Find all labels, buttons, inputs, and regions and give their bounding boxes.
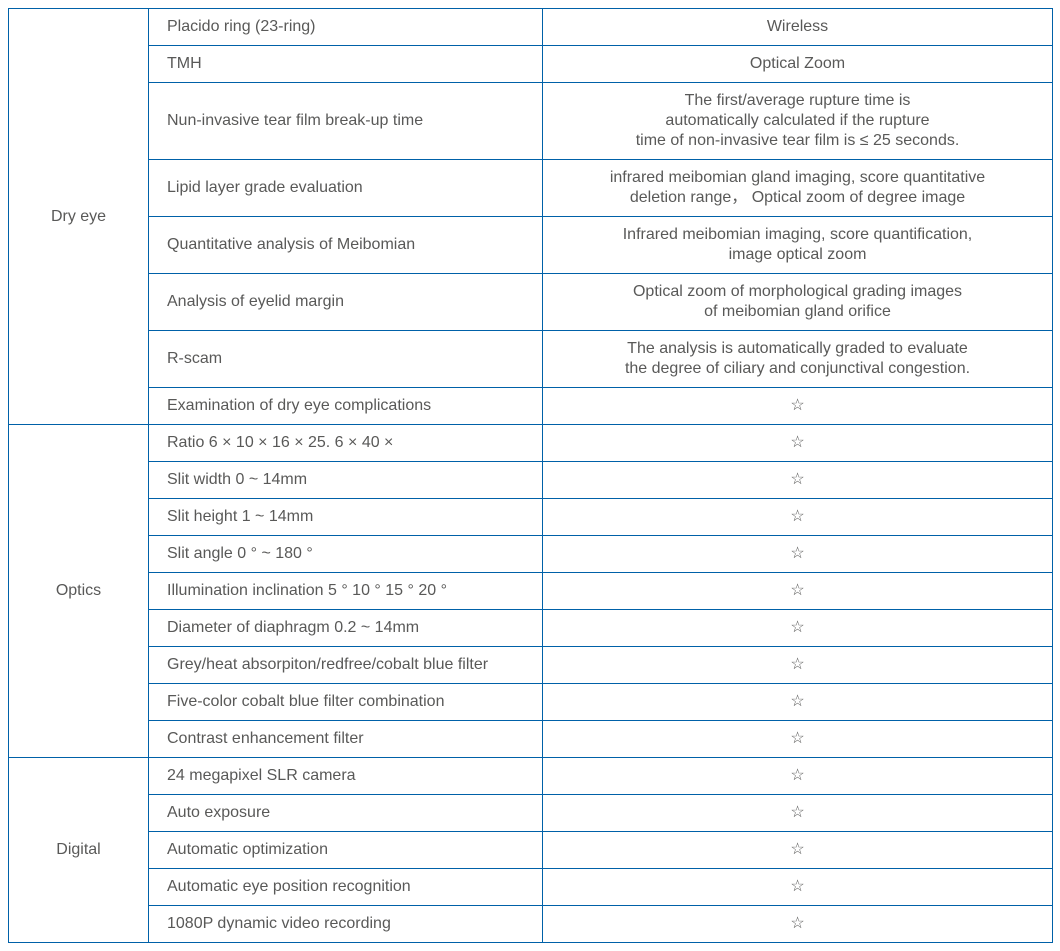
feature-cell: 1080P dynamic video recording bbox=[149, 906, 543, 943]
feature-cell: Analysis of eyelid margin bbox=[149, 274, 543, 331]
table-row: Lipid layer grade evaluationinfrared mei… bbox=[9, 160, 1053, 217]
table-row: Slit height 1 ~ 14mm ☆ bbox=[9, 499, 1053, 536]
table-row: Slit angle 0 ° ~ 180 ° ☆ bbox=[9, 536, 1053, 573]
star-icon: ☆ bbox=[790, 841, 804, 858]
table-row: Illumination inclination 5 ° 10 ° 15 ° 2… bbox=[9, 573, 1053, 610]
value-cell: ☆ bbox=[543, 721, 1053, 758]
table-row: TMHOptical Zoom bbox=[9, 46, 1053, 83]
value-cell: Infrared meibomian imaging, score quanti… bbox=[543, 217, 1053, 274]
value-cell: Optical Zoom bbox=[543, 46, 1053, 83]
table-row: Grey/heat absorpiton/redfree/cobalt blue… bbox=[9, 647, 1053, 684]
table-row: OpticsRatio 6 × 10 × 16 × 25. 6 × 40 ×☆ bbox=[9, 425, 1053, 462]
section-label: Optics bbox=[9, 425, 149, 758]
feature-cell: R-scam bbox=[149, 331, 543, 388]
table-row: Dry eyePlacido ring (23-ring)Wireless bbox=[9, 9, 1053, 46]
star-icon: ☆ bbox=[790, 767, 804, 784]
star-icon: ☆ bbox=[790, 434, 804, 451]
feature-cell: Grey/heat absorpiton/redfree/cobalt blue… bbox=[149, 647, 543, 684]
feature-cell: Illumination inclination 5 ° 10 ° 15 ° 2… bbox=[149, 573, 543, 610]
value-cell: ☆ bbox=[543, 388, 1053, 425]
value-cell: ☆ bbox=[543, 573, 1053, 610]
star-icon: ☆ bbox=[790, 397, 804, 414]
feature-cell: 24 megapixel SLR camera bbox=[149, 758, 543, 795]
feature-cell: Diameter of diaphragm 0.2 ~ 14mm bbox=[149, 610, 543, 647]
table-row: Nun-invasive tear film break-up timeThe … bbox=[9, 83, 1053, 160]
table-row: Examination of dry eye complications ☆ bbox=[9, 388, 1053, 425]
feature-cell: Contrast enhancement filter bbox=[149, 721, 543, 758]
star-icon: ☆ bbox=[790, 656, 804, 673]
feature-cell: Placido ring (23-ring) bbox=[149, 9, 543, 46]
value-cell: Wireless bbox=[543, 9, 1053, 46]
star-icon: ☆ bbox=[790, 508, 804, 525]
feature-cell: Slit height 1 ~ 14mm bbox=[149, 499, 543, 536]
star-icon: ☆ bbox=[790, 693, 804, 710]
spec-table: Dry eyePlacido ring (23-ring)WirelessTMH… bbox=[8, 8, 1053, 943]
value-cell: ☆ bbox=[543, 684, 1053, 721]
table-row: Five-color cobalt blue filter combinatio… bbox=[9, 684, 1053, 721]
star-icon: ☆ bbox=[790, 878, 804, 895]
table-row: Automatic optimization ☆ bbox=[9, 832, 1053, 869]
star-icon: ☆ bbox=[790, 804, 804, 821]
table-row: Slit width 0 ~ 14mm ☆ bbox=[9, 462, 1053, 499]
star-icon: ☆ bbox=[790, 619, 804, 636]
feature-cell: Lipid layer grade evaluation bbox=[149, 160, 543, 217]
star-icon: ☆ bbox=[790, 545, 804, 562]
value-cell: The analysis is automatically graded to … bbox=[543, 331, 1053, 388]
value-cell: ☆ bbox=[543, 795, 1053, 832]
star-icon: ☆ bbox=[790, 730, 804, 747]
value-cell: ☆ bbox=[543, 758, 1053, 795]
value-cell: ☆ bbox=[543, 647, 1053, 684]
table-row: 1080P dynamic video recording ☆ bbox=[9, 906, 1053, 943]
table-row: Analysis of eyelid marginOptical zoom of… bbox=[9, 274, 1053, 331]
feature-cell: Automatic optimization bbox=[149, 832, 543, 869]
section-label: Dry eye bbox=[9, 9, 149, 425]
table-row: Contrast enhancement filter ☆ bbox=[9, 721, 1053, 758]
feature-cell: Auto exposure bbox=[149, 795, 543, 832]
value-cell: ☆ bbox=[543, 536, 1053, 573]
feature-cell: Quantitative analysis of Meibomian bbox=[149, 217, 543, 274]
value-cell: Optical zoom of morphological grading im… bbox=[543, 274, 1053, 331]
table-row: Auto exposure ☆ bbox=[9, 795, 1053, 832]
table-row: Automatic eye position recognition ☆ bbox=[9, 869, 1053, 906]
table-row: R-scamThe analysis is automatically grad… bbox=[9, 331, 1053, 388]
feature-cell: TMH bbox=[149, 46, 543, 83]
star-icon: ☆ bbox=[790, 915, 804, 932]
value-cell: ☆ bbox=[543, 832, 1053, 869]
value-cell: ☆ bbox=[543, 869, 1053, 906]
table-row: Digital24 megapixel SLR camera☆ bbox=[9, 758, 1053, 795]
feature-cell: Nun-invasive tear film break-up time bbox=[149, 83, 543, 160]
feature-cell: Ratio 6 × 10 × 16 × 25. 6 × 40 × bbox=[149, 425, 543, 462]
feature-cell: Slit width 0 ~ 14mm bbox=[149, 462, 543, 499]
value-cell: infrared meibomian gland imaging, score … bbox=[543, 160, 1053, 217]
star-icon: ☆ bbox=[790, 582, 804, 599]
star-icon: ☆ bbox=[790, 471, 804, 488]
value-cell: ☆ bbox=[543, 610, 1053, 647]
feature-cell: Automatic eye position recognition bbox=[149, 869, 543, 906]
section-label: Digital bbox=[9, 758, 149, 943]
value-cell: ☆ bbox=[543, 425, 1053, 462]
feature-cell: Slit angle 0 ° ~ 180 ° bbox=[149, 536, 543, 573]
value-cell: ☆ bbox=[543, 906, 1053, 943]
value-cell: The first/average rupture time isautomat… bbox=[543, 83, 1053, 160]
feature-cell: Examination of dry eye complications bbox=[149, 388, 543, 425]
table-row: Diameter of diaphragm 0.2 ~ 14mm ☆ bbox=[9, 610, 1053, 647]
value-cell: ☆ bbox=[543, 462, 1053, 499]
value-cell: ☆ bbox=[543, 499, 1053, 536]
table-row: Quantitative analysis of MeibomianInfrar… bbox=[9, 217, 1053, 274]
feature-cell: Five-color cobalt blue filter combinatio… bbox=[149, 684, 543, 721]
